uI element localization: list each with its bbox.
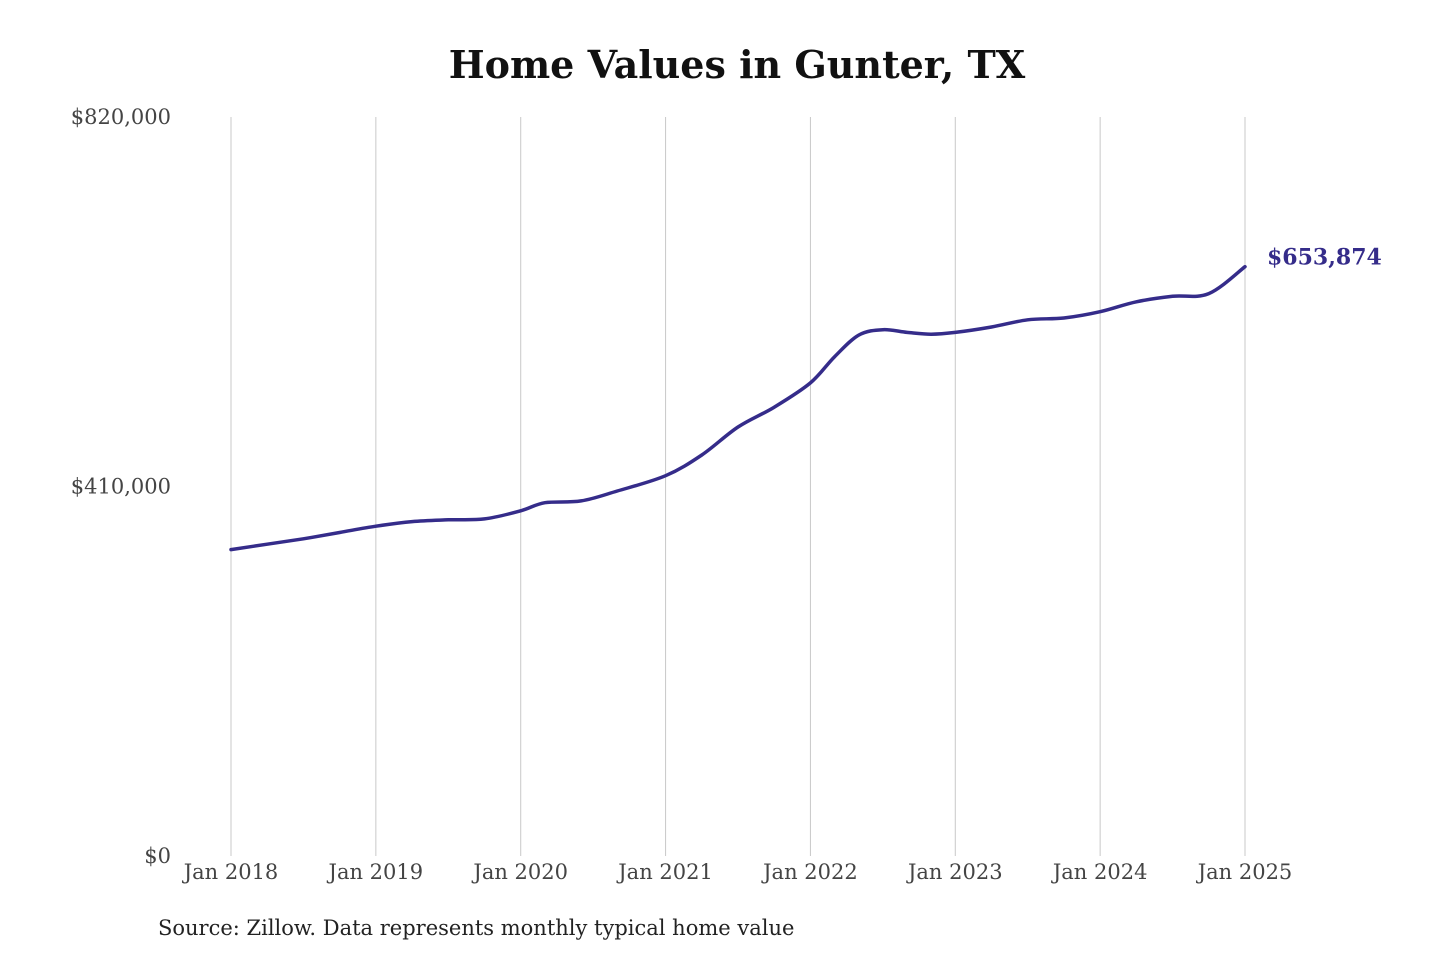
- y-tick-label: $410,000: [71, 475, 171, 499]
- x-tick-label: Jan 2018: [182, 860, 279, 884]
- x-tick-label: Jan 2023: [906, 860, 1003, 884]
- x-tick-label: Jan 2019: [327, 860, 424, 884]
- x-tick-label: Jan 2021: [616, 860, 713, 884]
- x-axis-ticks: Jan 2018 Jan 2019 Jan 2020 Jan 2021 Jan 2022…: [182, 860, 1293, 884]
- y-tick-label: $820,000: [71, 105, 171, 129]
- x-tick-label: Jan 2022: [761, 860, 858, 884]
- series-layer: [229, 264, 1247, 552]
- end-value-label: $653,874: [1267, 245, 1382, 271]
- series-line-0: [229, 264, 1247, 552]
- grid-layer: [230, 117, 1246, 856]
- x-tick-label: Jan 2020: [471, 860, 568, 884]
- y-axis-ticks: $0 $410,000 $820,000: [71, 105, 171, 868]
- x-tick-label: Jan 2024: [1051, 860, 1148, 884]
- chart-title: Home Values in Gunter, TX: [448, 42, 1026, 87]
- x-tick-label: Jan 2025: [1196, 860, 1293, 884]
- y-tick-label: $0: [144, 844, 171, 868]
- source-note: Source: Zillow. Data represents monthly …: [158, 916, 795, 940]
